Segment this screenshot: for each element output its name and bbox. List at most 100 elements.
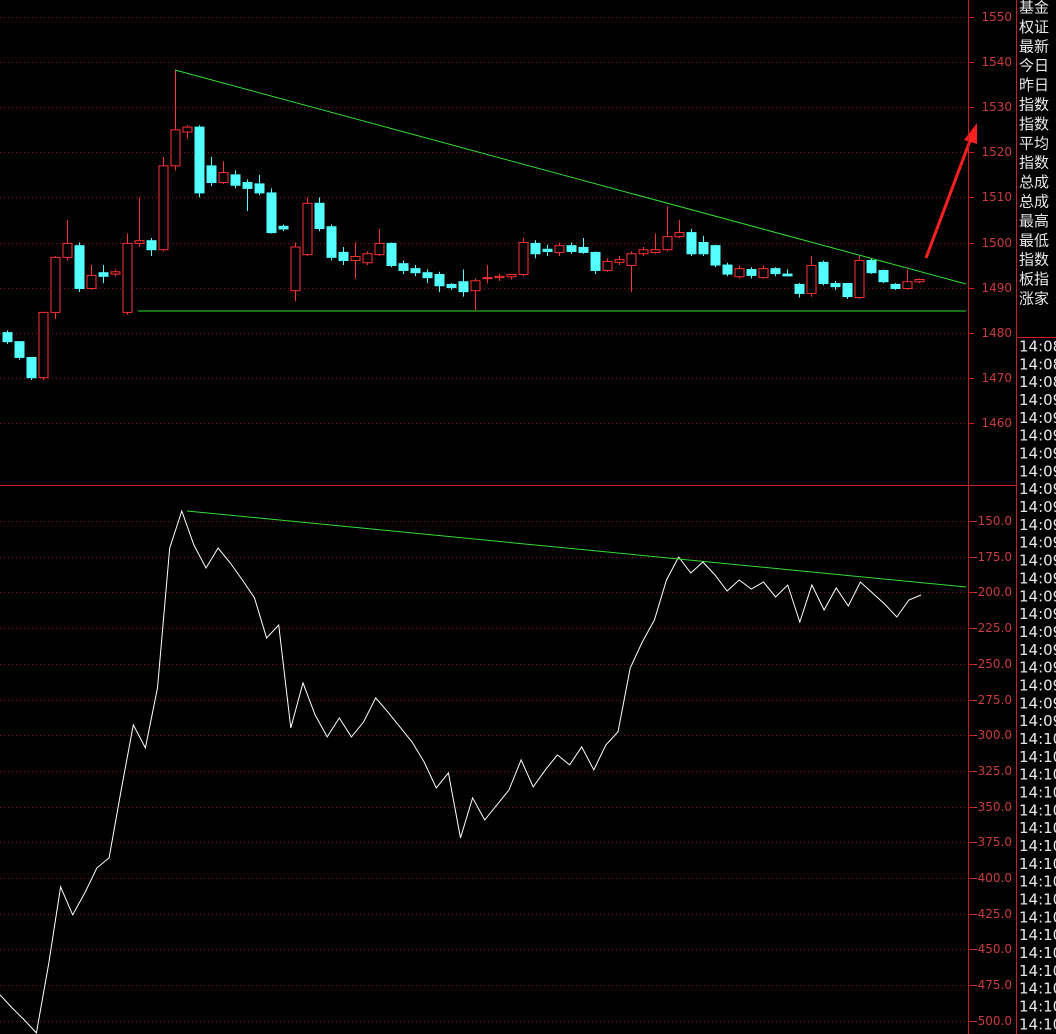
- candle-body: [530, 242, 541, 255]
- y-tick-label: -450.0: [973, 942, 1012, 956]
- candle-body: [914, 278, 925, 283]
- side-label: 最新: [1019, 37, 1049, 55]
- y-tick-label: -175.0: [973, 550, 1012, 564]
- y-tick-label: 1550: [981, 10, 1012, 24]
- side-time: 14:10: [1019, 837, 1056, 855]
- side-time: 14:09: [1019, 552, 1056, 570]
- y-tick-label: 1500: [981, 236, 1012, 250]
- indicator-trend-line: [186, 510, 967, 588]
- candle-body: [854, 260, 865, 298]
- side-time: 14:09: [1019, 694, 1056, 712]
- candle-body: [590, 251, 601, 271]
- candle-body: [662, 236, 673, 251]
- side-time: 14:09: [1019, 391, 1056, 409]
- candle-body: [182, 126, 193, 133]
- candle-body: [434, 274, 445, 287]
- candle-body: [674, 232, 685, 238]
- side-time: 14:09: [1019, 498, 1056, 516]
- side-label: 基金: [1019, 0, 1049, 17]
- y-tick-label: -425.0: [973, 907, 1012, 921]
- y-tick-label: -200.0: [973, 585, 1012, 599]
- candle-body: [158, 165, 169, 251]
- side-time: 14:09: [1019, 480, 1056, 498]
- candle-body: [254, 183, 265, 194]
- candle-body: [482, 277, 493, 280]
- candle-body: [74, 245, 85, 289]
- side-label: 权证: [1019, 18, 1049, 36]
- candle-body: [410, 268, 421, 274]
- side-time: 14:10: [1019, 891, 1056, 909]
- candle-body: [26, 356, 37, 379]
- candle-body: [902, 281, 913, 289]
- candle-body: [890, 283, 901, 289]
- candle-body: [290, 246, 301, 292]
- y-tick-label: -350.0: [973, 800, 1012, 814]
- y-tick-label: -325.0: [973, 764, 1012, 778]
- candle-body: [578, 246, 589, 253]
- side-time: 14:09: [1019, 712, 1056, 730]
- candle-body: [494, 275, 505, 279]
- candle-body: [794, 283, 805, 294]
- indicator-line: [0, 509, 922, 1034]
- candle-body: [314, 202, 325, 230]
- candle-body: [842, 283, 853, 298]
- side-time: 14:10: [1019, 1015, 1056, 1033]
- candle-body: [638, 249, 649, 255]
- y-tick-label: 1460: [981, 416, 1012, 430]
- y-tick-label: 1470: [981, 371, 1012, 385]
- arrow-head: [964, 123, 977, 144]
- y-tick-label: -500.0: [973, 1014, 1012, 1028]
- y-tick-label: 1490: [981, 281, 1012, 295]
- candle-body: [554, 245, 565, 253]
- side-time: 14:08: [1019, 338, 1056, 356]
- side-label: 指数: [1019, 96, 1049, 114]
- candle-body: [746, 269, 757, 276]
- side-time: 14:10: [1019, 748, 1056, 766]
- candle-body: [386, 242, 397, 266]
- candle-body: [758, 268, 769, 279]
- side-label: 最低: [1019, 231, 1049, 249]
- side-time: 14:08: [1019, 373, 1056, 391]
- candle-body: [122, 242, 133, 313]
- resistance-line: [174, 69, 967, 285]
- candle-body: [62, 242, 73, 258]
- side-time: 14:10: [1019, 980, 1056, 998]
- candle-body: [302, 202, 313, 256]
- candle-body: [350, 255, 361, 262]
- candle-body: [50, 256, 61, 313]
- y-tick-label: -150.0: [973, 514, 1012, 528]
- side-label: 指数: [1019, 251, 1049, 269]
- candle-body: [698, 242, 709, 255]
- side-time: 14:09: [1019, 409, 1056, 427]
- side-label: 平均: [1019, 134, 1049, 152]
- side-time: 14:09: [1019, 462, 1056, 480]
- side-time: 14:10: [1019, 730, 1056, 748]
- candle-body: [542, 248, 553, 253]
- side-time: 14:09: [1019, 641, 1056, 659]
- side-label: 总成: [1019, 173, 1049, 191]
- candle-body: [374, 242, 385, 256]
- side-time: 14:10: [1019, 855, 1056, 873]
- candle-body: [86, 274, 97, 289]
- side-time: 14:10: [1019, 962, 1056, 980]
- candle-body: [146, 240, 157, 251]
- side-label: 今日: [1019, 57, 1049, 75]
- candle-body: [446, 283, 457, 289]
- y-tick-label: -375.0: [973, 835, 1012, 849]
- side-time: 14:09: [1019, 587, 1056, 605]
- candle-body: [230, 174, 241, 186]
- side-time: 14:09: [1019, 516, 1056, 534]
- side-time: 14:09: [1019, 605, 1056, 623]
- side-time: 14:09: [1019, 623, 1056, 641]
- side-time: 14:10: [1019, 766, 1056, 784]
- y-tick-label: -275.0: [973, 693, 1012, 707]
- y-tick-label: 1510: [981, 190, 1012, 204]
- candle-body: [278, 225, 289, 230]
- candle-body: [602, 260, 613, 271]
- candle-body: [14, 341, 25, 358]
- candle-body: [194, 126, 205, 194]
- candle-body: [170, 129, 181, 167]
- side-time: 14:10: [1019, 873, 1056, 891]
- candle-body: [38, 311, 49, 379]
- candle-body: [818, 261, 829, 285]
